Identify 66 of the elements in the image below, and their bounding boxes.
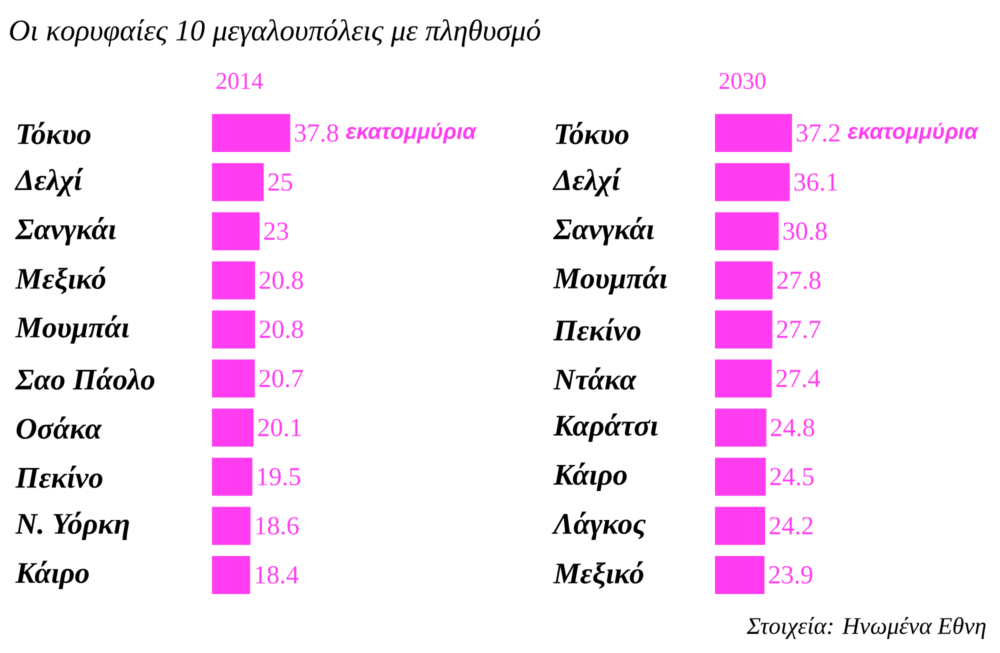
y-tick-label: Οσάκα — [16, 416, 102, 439]
data-label: 18.4 — [256, 566, 299, 584]
y-tick-label: Μεξικό — [553, 561, 644, 589]
bar — [715, 212, 779, 250]
bar — [212, 163, 264, 202]
bar — [715, 114, 792, 152]
bar — [212, 310, 256, 348]
y-tick-label: Λάγκος — [552, 512, 646, 540]
bar — [715, 163, 790, 202]
bar — [212, 360, 255, 398]
text: εκατομμύρια — [848, 122, 979, 144]
data-label: 24.8 — [771, 418, 814, 436]
chart-title: Οι κορυφαίες 10 μεγαλουπόλεις με πληθυσμό — [10, 19, 540, 47]
y-tick-label: Μουμπάι — [553, 266, 668, 295]
data-label: 37.8 — [295, 124, 338, 142]
data-label: 27.7 — [777, 320, 820, 338]
bar — [715, 556, 764, 594]
bar — [212, 408, 254, 447]
bar — [715, 458, 766, 496]
data-label: 20.8 — [260, 272, 303, 290]
data-label: 30.8 — [784, 222, 827, 240]
y-tick-label: Τόκυο — [556, 122, 628, 144]
y-tick-label: Καράτσι — [553, 413, 658, 442]
data-label: 27.8 — [777, 272, 820, 290]
bar — [715, 360, 772, 398]
data-label: 20.7 — [260, 370, 303, 388]
bar — [212, 114, 290, 152]
data-label: 24.2 — [770, 517, 813, 535]
data-label: 19.5 — [258, 468, 300, 486]
bar — [212, 458, 252, 496]
chart-subtitle: 2030 — [720, 72, 766, 90]
y-tick-label: Ντάκα — [553, 367, 637, 390]
bar — [212, 556, 250, 594]
y-tick-label: Ν. Υόρκη — [15, 512, 129, 540]
chart-subtitle: 2014 — [216, 72, 263, 90]
y-tick-label: Πεκίνο — [553, 318, 640, 341]
data-label: 18.6 — [256, 517, 299, 535]
data-label: 23.9 — [769, 566, 812, 584]
bar — [715, 506, 766, 545]
data-label: 23 — [264, 222, 288, 240]
text: Στοιχεία: Ηνωμένα Εθνη — [746, 617, 986, 639]
y-tick-label: Δελχί — [14, 168, 84, 196]
y-tick-label: Σαο Πάολο — [15, 367, 154, 390]
data-label: 27.4 — [776, 370, 820, 388]
data-label: 20.1 — [258, 418, 301, 436]
bar — [212, 212, 260, 250]
y-tick-label: Σανγκάι — [553, 217, 654, 246]
y-tick-label: Πεκίνο — [15, 466, 102, 488]
data-label: 24.5 — [770, 468, 814, 486]
y-tick-label: Κάιρο — [15, 560, 89, 590]
data-label: 25 — [268, 173, 292, 191]
data-label: 20.8 — [260, 320, 303, 338]
bar — [715, 310, 772, 348]
text: εκατομμύρια — [346, 122, 477, 144]
bar — [715, 261, 773, 300]
y-tick-label: Μεξικό — [15, 266, 106, 294]
data-label: 37.2 — [796, 124, 840, 142]
y-tick-label: Δελχί — [552, 168, 622, 196]
y-tick-label: Σανγκάι — [15, 217, 116, 246]
y-tick-label: Κάιρο — [553, 462, 627, 491]
y-tick-label: Μουμπάι — [15, 315, 130, 344]
bar — [212, 506, 251, 545]
data-label: 36.1 — [794, 173, 838, 191]
y-tick-label: Τόκυο — [18, 122, 90, 144]
bar — [715, 408, 766, 447]
bar — [212, 261, 256, 300]
